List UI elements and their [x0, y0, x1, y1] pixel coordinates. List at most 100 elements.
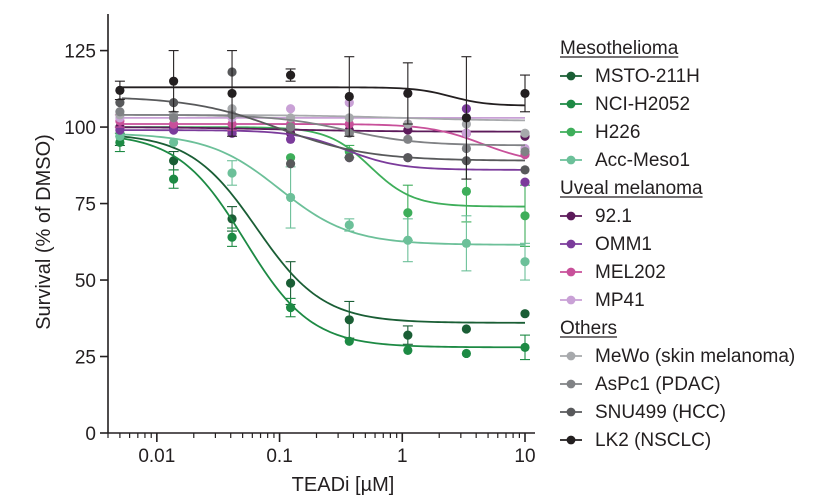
fit-curve — [121, 86, 526, 107]
legend-swatch-marker — [566, 351, 576, 361]
data-point — [227, 232, 237, 242]
legend-label: Acc-Meso1 — [595, 150, 690, 171]
data-point — [520, 165, 530, 175]
y-tick-label: 0 — [85, 424, 96, 445]
x-tick-label: 0.1 — [266, 446, 292, 467]
data-point — [461, 186, 471, 196]
data-point — [344, 91, 354, 102]
data-point — [403, 208, 413, 218]
data-point — [285, 192, 296, 203]
data-point — [520, 177, 530, 187]
legend-label: MeWo (skin melanoma) — [595, 346, 795, 367]
data-point — [344, 336, 354, 346]
data-point — [403, 345, 413, 355]
legend-swatch-marker — [566, 127, 576, 137]
fit-curve — [121, 113, 526, 147]
legend-swatch-marker — [566, 211, 576, 221]
legend: Mesothelioma MSTO-211H NCI-H2052 H226 Acc-Me… — [560, 38, 795, 451]
y-tick-label: 50 — [75, 271, 96, 292]
data-point — [461, 324, 471, 334]
legend-label: H226 — [595, 122, 640, 143]
fit-curve — [121, 129, 526, 171]
legend-label: AsPc1 (PDAC) — [595, 374, 721, 395]
data-point — [285, 122, 296, 132]
data-point — [520, 309, 530, 319]
legend-label: 92.1 — [595, 206, 632, 227]
legend-label: LK2 (NSCLC) — [595, 430, 711, 451]
data-point — [169, 156, 179, 166]
data-point — [461, 348, 471, 359]
series-lk2-nsclc- — [114, 50, 530, 180]
fit-curve — [121, 137, 525, 349]
fit-curve — [121, 133, 526, 246]
data-point — [115, 125, 125, 135]
data-point — [403, 235, 413, 245]
series-nci-h2052 — [114, 132, 530, 361]
y-axis-label: Survival (% of DMSO) — [33, 134, 55, 330]
data-point — [285, 70, 296, 80]
x-tick-label: 1 — [397, 446, 408, 467]
fit-curve — [121, 126, 526, 133]
legend-swatch-marker — [566, 155, 576, 165]
data-point — [403, 153, 413, 163]
legend-label: SNU499 (HCC) — [595, 402, 726, 423]
legend-label: MSTO-211H — [595, 66, 700, 87]
data-point — [169, 76, 179, 86]
legend-label: OMM1 — [595, 234, 652, 255]
data-point — [520, 88, 530, 99]
data-point — [285, 104, 296, 114]
data-point — [520, 257, 530, 267]
data-point — [403, 134, 413, 144]
data-point — [115, 98, 125, 108]
legend-group-heading: Uveal melanoma — [560, 178, 703, 199]
legend-label: NCI-H2052 — [595, 94, 690, 115]
legend-swatch-marker — [566, 379, 576, 389]
legend-label: MEL202 — [595, 262, 666, 283]
fit-curve — [121, 123, 526, 158]
data-point — [344, 315, 354, 325]
legend-label: MP41 — [595, 290, 645, 311]
series-acc-meso1 — [115, 131, 530, 281]
y-tick-label: 75 — [75, 195, 96, 216]
legend-swatch-marker — [566, 267, 576, 277]
x-axis-label: TEADi [µM] — [292, 474, 395, 495]
legend-swatch-marker — [566, 99, 576, 109]
data-point — [461, 113, 471, 123]
legend-swatch-marker — [566, 71, 576, 81]
data-point — [227, 88, 237, 99]
data-point — [520, 128, 530, 138]
data-point — [403, 88, 413, 99]
fit-curve — [121, 97, 526, 162]
axes: 0 25 50 75 100 125 0.01 0.1 1 10 — [64, 14, 536, 467]
data-point — [344, 153, 354, 163]
data-point — [169, 137, 179, 147]
data-point — [285, 278, 296, 288]
data-point — [520, 211, 530, 221]
data-point — [520, 342, 530, 352]
legend-swatch-marker — [566, 435, 576, 445]
data-point — [285, 134, 296, 144]
legend-swatch-marker — [566, 239, 576, 249]
legend-swatch-marker — [566, 295, 576, 305]
data-point — [285, 159, 296, 169]
data-point — [403, 330, 413, 340]
fit-curve — [121, 135, 526, 324]
x-tick-label: 10 — [514, 446, 535, 467]
data-point — [115, 107, 125, 117]
y-tick-label: 100 — [64, 118, 96, 139]
data-point — [520, 146, 530, 157]
plot-area — [114, 50, 530, 361]
data-point — [169, 174, 179, 184]
legend-swatch-marker — [566, 407, 576, 417]
data-point — [344, 220, 354, 230]
y-tick-label: 125 — [64, 42, 96, 63]
legend-group-heading: Others — [560, 318, 617, 339]
y-tick-label: 25 — [75, 348, 96, 369]
legend-group-heading: Mesothelioma — [560, 38, 679, 59]
x-tick-label: 0.01 — [138, 446, 175, 467]
data-point — [227, 168, 237, 178]
data-point — [169, 113, 179, 123]
data-point — [461, 238, 471, 248]
data-point — [115, 85, 125, 95]
